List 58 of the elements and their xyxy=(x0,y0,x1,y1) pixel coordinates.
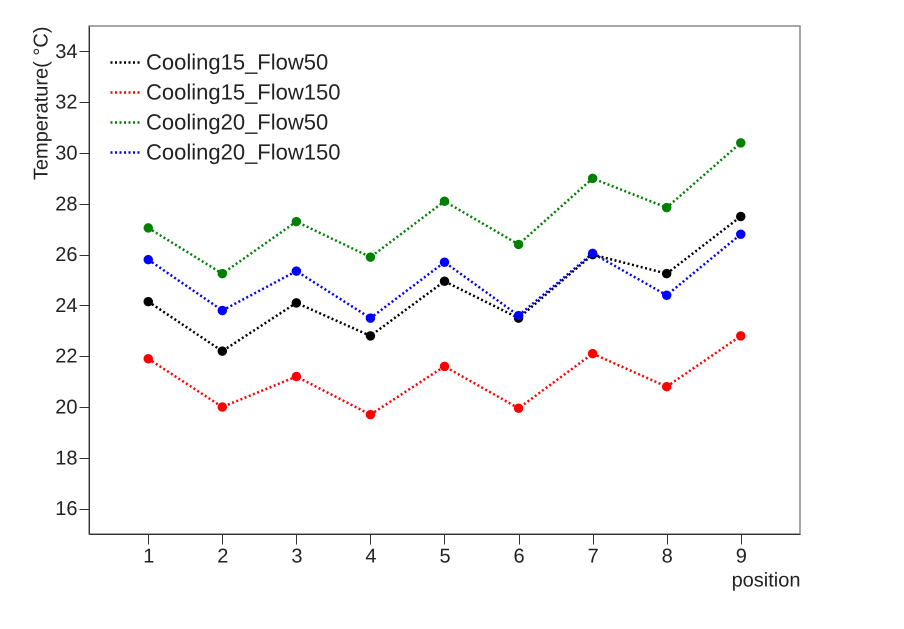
point xyxy=(440,362,450,372)
point xyxy=(144,296,153,306)
point xyxy=(218,402,228,412)
legend-label: Cooling15_Flow150 xyxy=(146,80,340,104)
point xyxy=(588,174,598,184)
y-tick-label: 22 xyxy=(55,346,78,368)
x-axis-title: position xyxy=(732,570,800,592)
point xyxy=(736,331,746,341)
point xyxy=(366,313,376,323)
x-tick-label: 3 xyxy=(291,546,302,568)
point xyxy=(292,266,302,276)
legend-label: Cooling20_Flow150 xyxy=(146,140,340,164)
point xyxy=(366,331,376,341)
y-tick-label: 32 xyxy=(55,92,78,114)
y-tick-label: 30 xyxy=(55,142,78,164)
x-tick-label: 8 xyxy=(662,546,673,568)
point xyxy=(736,230,746,240)
point xyxy=(366,410,376,420)
y-tick-label: 18 xyxy=(55,447,78,470)
point xyxy=(292,372,302,382)
point xyxy=(292,298,302,308)
x-tick-label: 5 xyxy=(439,546,451,568)
point xyxy=(440,196,450,206)
point xyxy=(662,268,672,278)
point xyxy=(736,138,746,148)
point xyxy=(218,346,228,356)
x-tick-label: 9 xyxy=(736,546,747,568)
x-tick-label: 7 xyxy=(588,546,599,568)
y-tick-label: 24 xyxy=(55,294,78,317)
point xyxy=(736,212,746,222)
point xyxy=(144,354,153,364)
point xyxy=(514,240,524,250)
y-tick-label: 28 xyxy=(55,193,78,216)
point xyxy=(218,268,228,278)
x-tick-label: 4 xyxy=(365,546,376,568)
x-tick-label: 1 xyxy=(143,546,154,568)
point xyxy=(514,404,524,414)
x-tick-label: 2 xyxy=(217,546,228,568)
point xyxy=(144,223,153,233)
point xyxy=(218,306,228,316)
y-axis-title: Temperature( °C) xyxy=(30,26,52,180)
point xyxy=(662,382,672,392)
point xyxy=(440,257,450,267)
y-tick-label: 26 xyxy=(55,244,78,266)
point xyxy=(366,252,376,262)
x-tick-label: 6 xyxy=(514,546,525,568)
point xyxy=(292,216,302,226)
point xyxy=(144,254,153,264)
point xyxy=(514,310,524,320)
point xyxy=(440,276,450,286)
point xyxy=(588,348,598,358)
y-tick-label: 34 xyxy=(55,40,78,63)
point xyxy=(662,290,672,300)
y-tick-label: 16 xyxy=(55,498,78,520)
legend-label: Cooling20_Flow50 xyxy=(146,110,328,134)
y-tick-label: 20 xyxy=(55,396,78,418)
legend-label: Cooling15_Flow50 xyxy=(146,50,328,74)
point xyxy=(662,202,672,212)
